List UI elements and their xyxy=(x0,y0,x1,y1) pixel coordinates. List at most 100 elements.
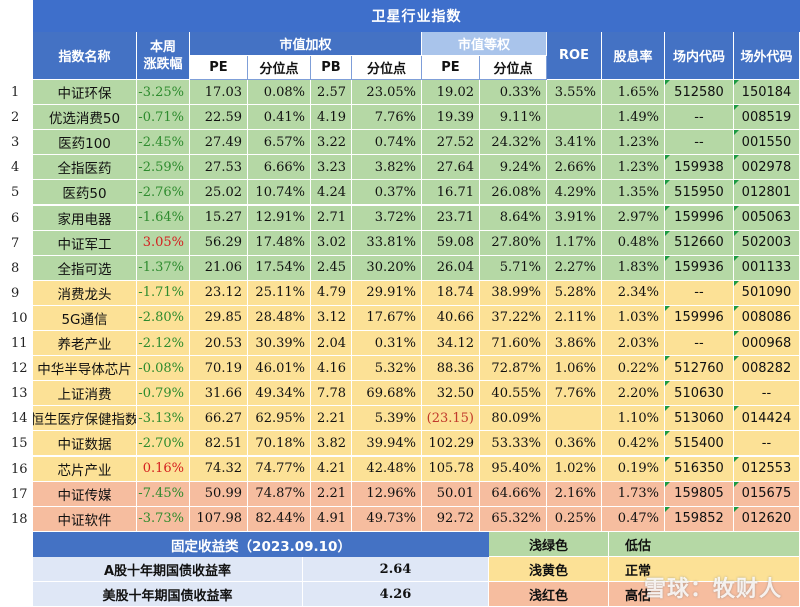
cell-div[interactable]: 1.35% xyxy=(602,180,665,206)
cell-epep[interactable]: 27.80% xyxy=(480,230,547,256)
cell-on[interactable]: 515950 xyxy=(665,180,734,206)
cell-pb[interactable]: 4.16 xyxy=(311,356,352,382)
cell-name[interactable]: 5G通信 xyxy=(33,305,137,331)
cell-div[interactable]: 1.23% xyxy=(602,130,665,156)
cell-div[interactable]: 0.22% xyxy=(602,356,665,382)
cell-epe[interactable]: 92.72 xyxy=(422,506,480,532)
cell-epep[interactable]: 80.09% xyxy=(480,406,547,432)
cell-on[interactable]: 159852 xyxy=(665,506,734,532)
cell-pbp[interactable]: 0.31% xyxy=(352,331,422,357)
cell-pb[interactable]: 3.82 xyxy=(311,431,352,457)
cell-div[interactable]: 1.10% xyxy=(602,406,665,432)
cell-chg[interactable]: -1.71% xyxy=(137,280,190,306)
cell-div[interactable]: 1.23% xyxy=(602,155,665,181)
cell-off[interactable]: 002978 xyxy=(734,155,800,181)
cell-pb[interactable]: 2.21 xyxy=(311,406,352,432)
cell-pep[interactable]: 82.44% xyxy=(248,506,311,532)
cell-pbp[interactable]: 23.05% xyxy=(352,80,422,106)
cell-chg[interactable]: -3.25% xyxy=(137,80,190,106)
cell-epep[interactable]: 65.32% xyxy=(480,506,547,532)
cell-roe[interactable]: 3.86% xyxy=(547,331,602,357)
cell-chg[interactable]: -1.64% xyxy=(137,205,190,231)
cell-roe[interactable]: 5.28% xyxy=(547,280,602,306)
cell-chg[interactable]: -2.45% xyxy=(137,130,190,156)
cell-pe[interactable]: 70.19 xyxy=(190,356,248,382)
cell-pbp[interactable]: 49.73% xyxy=(352,506,422,532)
cell-pbp[interactable]: 17.67% xyxy=(352,305,422,331)
cell-epe[interactable]: 27.52 xyxy=(422,130,480,156)
cell-roe[interactable]: 2.27% xyxy=(547,255,602,281)
cell-pep[interactable]: 12.91% xyxy=(248,205,311,231)
cell-chg[interactable]: -2.70% xyxy=(137,431,190,457)
cell-chg[interactable]: 0.16% xyxy=(137,456,190,482)
cell-epe[interactable]: 32.50 xyxy=(422,381,480,407)
cell-pe[interactable]: 66.27 xyxy=(190,406,248,432)
cell-pep[interactable]: 10.74% xyxy=(248,180,311,206)
cell-pe[interactable]: 17.03 xyxy=(190,80,248,106)
cell-pb[interactable]: 2.04 xyxy=(311,331,352,357)
cell-on[interactable]: 515400 xyxy=(665,431,734,457)
cell-on[interactable]: 159938 xyxy=(665,155,734,181)
cell-chg[interactable]: -2.59% xyxy=(137,155,190,181)
cell-pb[interactable]: 2.71 xyxy=(311,205,352,231)
cell-pep[interactable]: 17.54% xyxy=(248,255,311,281)
cell-epep[interactable]: 38.99% xyxy=(480,280,547,306)
cell-chg[interactable]: -2.80% xyxy=(137,305,190,331)
cell-on[interactable]: 159996 xyxy=(665,205,734,231)
cell-name[interactable]: 全指可选 xyxy=(33,255,137,281)
cell-roe[interactable]: 0.25% xyxy=(547,506,602,532)
cell-pep[interactable]: 28.48% xyxy=(248,305,311,331)
cell-on[interactable]: -- xyxy=(665,130,734,156)
cell-off[interactable]: 015675 xyxy=(734,481,800,507)
cell-pe[interactable]: 21.06 xyxy=(190,255,248,281)
cell-pe[interactable]: 56.29 xyxy=(190,230,248,256)
cell-off[interactable]: -- xyxy=(734,381,800,407)
cell-epep[interactable]: 9.11% xyxy=(480,105,547,131)
cell-pb[interactable]: 2.57 xyxy=(311,80,352,106)
cell-pbp[interactable]: 69.68% xyxy=(352,381,422,407)
cell-pep[interactable]: 25.11% xyxy=(248,280,311,306)
cell-div[interactable]: 0.42% xyxy=(602,431,665,457)
cell-epe[interactable]: 88.36 xyxy=(422,356,480,382)
cell-off[interactable]: 001133 xyxy=(734,255,800,281)
cell-pb[interactable]: 2.21 xyxy=(311,481,352,507)
cell-roe[interactable]: 0.36% xyxy=(547,431,602,457)
cell-chg[interactable]: 3.05% xyxy=(137,230,190,256)
cell-chg[interactable]: -0.08% xyxy=(137,356,190,382)
cell-off[interactable]: 000968 xyxy=(734,331,800,357)
cell-chg[interactable]: -1.37% xyxy=(137,255,190,281)
cell-pbp[interactable]: 3.82% xyxy=(352,155,422,181)
cell-epe[interactable]: (23.15) xyxy=(422,406,480,432)
cell-pe[interactable]: 107.98 xyxy=(190,506,248,532)
cell-pb[interactable]: 4.19 xyxy=(311,105,352,131)
cell-on[interactable]: 512580 xyxy=(665,80,734,106)
cell-roe[interactable]: 2.16% xyxy=(547,481,602,507)
cell-roe[interactable]: 2.66% xyxy=(547,155,602,181)
cell-on[interactable]: 159936 xyxy=(665,255,734,281)
cell-pe[interactable]: 20.53 xyxy=(190,331,248,357)
cell-name[interactable]: 消费龙头 xyxy=(33,280,137,306)
cell-pep[interactable]: 46.01% xyxy=(248,356,311,382)
cell-pb[interactable]: 3.12 xyxy=(311,305,352,331)
cell-off[interactable]: 005063 xyxy=(734,205,800,231)
cell-pbp[interactable]: 12.96% xyxy=(352,481,422,507)
cell-div[interactable]: 0.19% xyxy=(602,456,665,482)
cell-off[interactable]: 014424 xyxy=(734,406,800,432)
cell-pb[interactable]: 4.21 xyxy=(311,456,352,482)
cell-epep[interactable]: 53.33% xyxy=(480,431,547,457)
cell-pb[interactable]: 7.78 xyxy=(311,381,352,407)
cell-roe[interactable]: 7.76% xyxy=(547,381,602,407)
cell-pbp[interactable]: 42.48% xyxy=(352,456,422,482)
cell-pe[interactable]: 25.02 xyxy=(190,180,248,206)
cell-div[interactable]: 1.83% xyxy=(602,255,665,281)
cell-off[interactable]: 008519 xyxy=(734,105,800,131)
cell-off[interactable]: 012553 xyxy=(734,456,800,482)
cell-on[interactable]: -- xyxy=(665,331,734,357)
cell-epe[interactable]: 23.71 xyxy=(422,205,480,231)
cell-chg[interactable]: -2.76% xyxy=(137,180,190,206)
cell-on[interactable]: 510630 xyxy=(665,381,734,407)
cell-off[interactable]: 012801 xyxy=(734,180,800,206)
cell-roe[interactable] xyxy=(547,105,602,131)
cell-off[interactable]: 012620 xyxy=(734,506,800,532)
cell-epep[interactable]: 64.66% xyxy=(480,481,547,507)
